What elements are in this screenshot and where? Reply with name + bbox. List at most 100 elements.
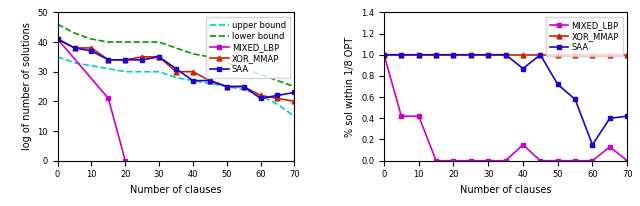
SAA — [484, 54, 492, 56]
lower bound — [122, 41, 129, 43]
upper bound — [70, 62, 78, 64]
Line: upper bound: upper bound — [58, 57, 294, 116]
SAA — [257, 97, 264, 100]
MIXED_LBP — [606, 146, 614, 148]
lower bound — [54, 23, 61, 26]
SAA — [572, 98, 579, 101]
SAA — [536, 54, 544, 56]
SAA — [223, 85, 230, 88]
Line: SAA: SAA — [381, 52, 630, 147]
XOR_MMAP — [54, 38, 61, 40]
SAA — [432, 54, 440, 56]
MIXED_LBP — [623, 159, 631, 162]
upper bound — [291, 115, 298, 117]
lower bound — [291, 85, 298, 88]
XOR_MMAP — [450, 54, 458, 56]
Line: MIXED_LBP: MIXED_LBP — [55, 37, 128, 163]
SAA — [467, 54, 475, 56]
SAA — [415, 54, 422, 56]
SAA — [156, 56, 163, 58]
upper bound — [88, 64, 95, 67]
MIXED_LBP — [380, 54, 388, 56]
MIXED_LBP — [502, 159, 509, 162]
SAA — [291, 91, 298, 94]
MIXED_LBP — [554, 159, 561, 162]
XOR_MMAP — [484, 54, 492, 56]
MIXED_LBP — [432, 159, 440, 162]
lower bound — [70, 32, 78, 34]
lower bound — [172, 47, 180, 49]
upper bound — [274, 103, 282, 105]
MIXED_LBP — [415, 115, 422, 117]
lower bound — [138, 41, 146, 43]
XOR_MMAP — [274, 97, 282, 100]
upper bound — [104, 68, 112, 70]
Line: XOR_MMAP: XOR_MMAP — [381, 52, 630, 57]
lower bound — [240, 68, 248, 70]
XOR_MMAP — [606, 54, 614, 56]
upper bound — [206, 82, 214, 85]
MIXED_LBP — [484, 159, 492, 162]
MIXED_LBP — [467, 159, 475, 162]
Legend: upper bound, lower bound, MIXED_LBP, XOR_MMAP, SAA: upper bound, lower bound, MIXED_LBP, XOR… — [206, 16, 290, 78]
Y-axis label: % sol within 1/8 OPT: % sol within 1/8 OPT — [346, 36, 355, 137]
upper bound — [122, 70, 129, 73]
SAA — [606, 117, 614, 119]
lower bound — [257, 73, 264, 76]
SAA — [189, 79, 196, 82]
XOR_MMAP — [138, 56, 146, 58]
XOR_MMAP — [432, 54, 440, 56]
XOR_MMAP — [623, 54, 631, 56]
XOR_MMAP — [415, 54, 422, 56]
XOR_MMAP — [397, 54, 405, 56]
upper bound — [240, 88, 248, 91]
MIXED_LBP — [572, 159, 579, 162]
Line: SAA: SAA — [55, 37, 297, 101]
upper bound — [257, 94, 264, 97]
X-axis label: Number of clauses: Number of clauses — [460, 185, 551, 195]
XOR_MMAP — [189, 70, 196, 73]
XOR_MMAP — [240, 85, 248, 88]
XOR_MMAP — [206, 79, 214, 82]
SAA — [502, 54, 509, 56]
X-axis label: Number of clauses: Number of clauses — [131, 185, 221, 195]
Line: XOR_MMAP: XOR_MMAP — [55, 37, 297, 104]
upper bound — [156, 70, 163, 73]
XOR_MMAP — [70, 47, 78, 49]
lower bound — [104, 41, 112, 43]
SAA — [70, 47, 78, 49]
MIXED_LBP — [450, 159, 458, 162]
SAA — [380, 54, 388, 56]
Y-axis label: log of number of solutions: log of number of solutions — [22, 23, 32, 150]
SAA — [589, 144, 596, 146]
SAA — [104, 59, 112, 61]
SAA — [206, 79, 214, 82]
XOR_MMAP — [122, 59, 129, 61]
SAA — [519, 67, 527, 70]
MIXED_LBP — [536, 159, 544, 162]
Line: MIXED_LBP: MIXED_LBP — [381, 52, 630, 163]
lower bound — [206, 56, 214, 58]
SAA — [172, 68, 180, 70]
upper bound — [172, 76, 180, 79]
upper bound — [223, 85, 230, 88]
SAA — [122, 59, 129, 61]
upper bound — [138, 70, 146, 73]
SAA — [54, 38, 61, 40]
XOR_MMAP — [257, 94, 264, 97]
SAA — [240, 85, 248, 88]
lower bound — [189, 53, 196, 55]
upper bound — [189, 79, 196, 82]
SAA — [623, 115, 631, 117]
XOR_MMAP — [572, 54, 579, 56]
XOR_MMAP — [554, 54, 561, 56]
Line: lower bound: lower bound — [58, 24, 294, 87]
XOR_MMAP — [156, 56, 163, 58]
lower bound — [88, 38, 95, 40]
XOR_MMAP — [172, 70, 180, 73]
upper bound — [54, 56, 61, 58]
XOR_MMAP — [223, 85, 230, 88]
MIXED_LBP — [104, 97, 112, 100]
MIXED_LBP — [122, 159, 129, 162]
SAA — [554, 83, 561, 86]
